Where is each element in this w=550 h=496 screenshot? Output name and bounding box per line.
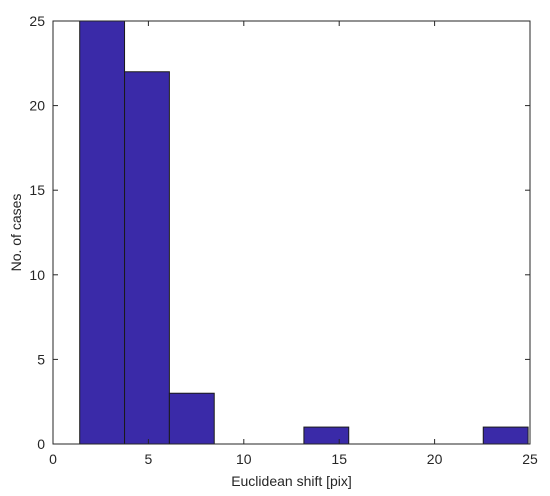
y-tick-label-2: 10 [29, 267, 45, 283]
y-tick-label-4: 20 [29, 98, 45, 114]
y-axis-title: No. of cases [8, 194, 24, 272]
histogram-bar-9 [482, 426, 529, 445]
y-tick-label-1: 5 [37, 351, 45, 367]
x-axis-title: Euclidean shift [pix] [231, 473, 352, 489]
bars-group [79, 20, 529, 445]
x-tick-label-2: 10 [236, 451, 252, 467]
histogram-bar-2 [168, 392, 215, 445]
histogram-bar-0 [79, 20, 126, 445]
y-tick-label-5: 25 [29, 13, 45, 29]
x-tick-label-0: 0 [49, 451, 57, 467]
x-tick-label-3: 15 [331, 451, 347, 467]
y-tick-label-0: 0 [37, 436, 45, 452]
histogram-bar-5 [303, 426, 350, 445]
histogram-bar-1 [124, 71, 170, 445]
y-axis-ticks: 0 5 10 15 20 25 [29, 13, 530, 452]
x-axis-ticks: 0 5 10 15 20 25 [49, 21, 538, 467]
x-tick-label-5: 25 [522, 451, 538, 467]
plot-frame [52, 20, 531, 445]
x-tick-label-1: 5 [145, 451, 153, 467]
x-tick-label-4: 20 [427, 451, 443, 467]
y-tick-label-3: 15 [29, 182, 45, 198]
